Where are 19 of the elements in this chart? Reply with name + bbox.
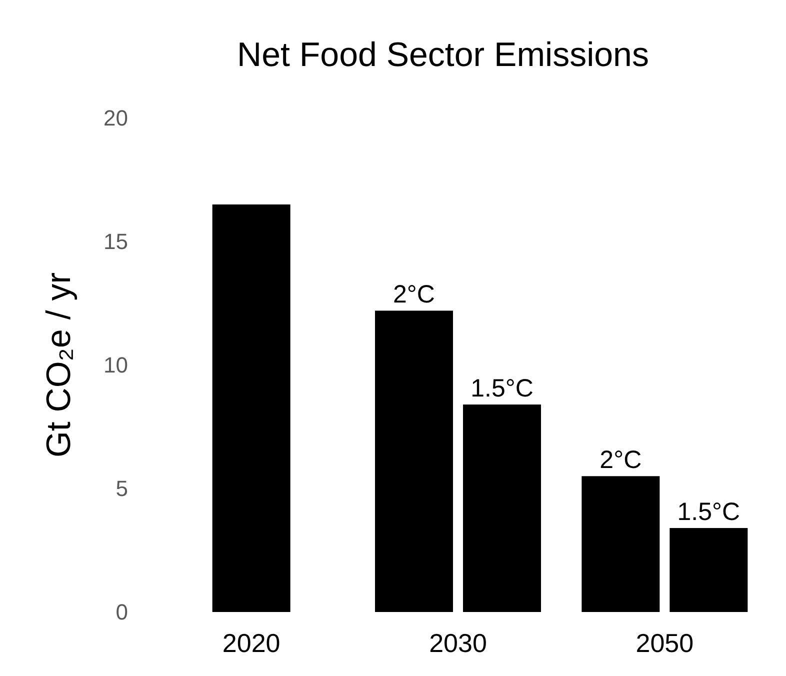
bar	[212, 204, 290, 612]
y-axis-title: Gt CO₂e / yr	[40, 272, 78, 458]
y-tick-label: 20	[104, 106, 128, 131]
chart-title: Net Food Sector Emissions	[237, 36, 649, 74]
x-tick-label: 2050	[636, 628, 694, 658]
x-tick-label: 2020	[222, 628, 280, 658]
y-tick-label: 5	[116, 476, 128, 502]
bar	[582, 476, 660, 612]
bar	[375, 310, 453, 612]
series-label: 1.5°C	[470, 374, 534, 403]
y-tick-label: 0	[116, 600, 128, 625]
bar	[670, 528, 748, 612]
text: 2°C	[600, 446, 642, 474]
y-tick-label: 10	[104, 352, 128, 378]
y-tick-label: 15	[104, 229, 128, 254]
bar	[463, 404, 541, 612]
series-label: 2°C	[393, 280, 435, 309]
text: 1.5°C	[677, 498, 740, 526]
x-tick-label: 2030	[429, 628, 487, 658]
